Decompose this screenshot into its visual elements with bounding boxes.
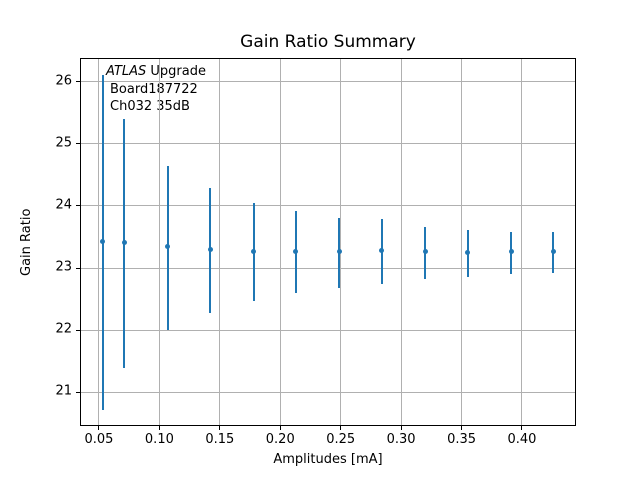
- x-axis-label: Amplitudes [mA]: [273, 452, 383, 467]
- x-tick-label: 0.30: [386, 432, 416, 447]
- y-tick-label: 24: [55, 197, 72, 213]
- y-tick-label: 23: [55, 259, 72, 275]
- x-tick-mark: [219, 426, 221, 430]
- gridline-vertical: [158, 59, 160, 425]
- data-point-marker: [293, 248, 299, 254]
- data-point-marker: [165, 244, 171, 250]
- data-point-marker: [207, 246, 213, 252]
- annotation-line-1: ATLAS Upgrade: [106, 64, 206, 79]
- data-point-marker: [422, 249, 428, 255]
- x-tick-label: 0.05: [84, 432, 114, 447]
- x-tick-mark: [279, 426, 281, 430]
- y-tick-mark: [76, 205, 80, 207]
- gridline-vertical: [340, 59, 342, 425]
- y-tick-label: 25: [55, 135, 72, 151]
- annotation-experiment: ATLAS: [106, 64, 147, 79]
- gridline-vertical: [461, 59, 463, 425]
- x-tick-mark: [400, 426, 402, 430]
- y-tick-mark: [76, 391, 80, 393]
- data-point-marker: [550, 248, 556, 254]
- x-tick-label: 0.20: [265, 432, 295, 447]
- gridline-horizontal: [81, 81, 575, 83]
- data-point-marker: [465, 250, 471, 256]
- gridline-horizontal: [81, 267, 575, 269]
- y-tick-mark: [76, 267, 80, 269]
- x-tick-mark: [461, 426, 463, 430]
- data-point-marker: [379, 248, 385, 254]
- gridline-vertical: [400, 59, 402, 425]
- x-tick-label: 0.10: [144, 432, 174, 447]
- gridline-horizontal: [81, 329, 575, 331]
- chart-title: Gain Ratio Summary: [240, 32, 416, 52]
- gridline-horizontal: [81, 391, 575, 393]
- x-tick-mark: [340, 426, 342, 430]
- x-tick-mark: [521, 426, 523, 430]
- x-tick-label: 0.40: [507, 432, 537, 447]
- gridline-vertical: [98, 59, 100, 425]
- x-tick-label: 0.25: [326, 432, 356, 447]
- gridline-vertical: [521, 59, 523, 425]
- data-point-marker: [336, 249, 342, 255]
- data-point-marker: [100, 238, 106, 244]
- gridline-vertical: [219, 59, 221, 425]
- data-point-marker: [251, 248, 257, 254]
- annotation-line-3: Ch032 35dB: [110, 99, 190, 114]
- gridline-horizontal: [81, 205, 575, 207]
- x-tick-mark: [98, 426, 100, 430]
- y-tick-label: 21: [55, 383, 72, 399]
- y-tick-mark: [76, 329, 80, 331]
- y-axis-label: Gain Ratio: [19, 208, 34, 276]
- x-tick-mark: [158, 426, 160, 430]
- gridline-horizontal: [81, 143, 575, 145]
- y-tick-label: 26: [55, 72, 72, 88]
- y-tick-mark: [76, 143, 80, 145]
- x-tick-label: 0.35: [447, 432, 477, 447]
- y-tick-mark: [76, 81, 80, 83]
- plot-area: ATLAS Upgrade Board187722 Ch032 35dB: [80, 58, 576, 426]
- x-tick-label: 0.15: [205, 432, 235, 447]
- gridline-vertical: [279, 59, 281, 425]
- data-point-marker: [508, 249, 514, 255]
- y-tick-label: 22: [55, 321, 72, 337]
- data-point-marker: [121, 240, 127, 246]
- annotation-line-2: Board187722: [110, 81, 198, 97]
- annotation: ATLAS Upgrade Board187722 Ch032 35dB: [106, 63, 206, 116]
